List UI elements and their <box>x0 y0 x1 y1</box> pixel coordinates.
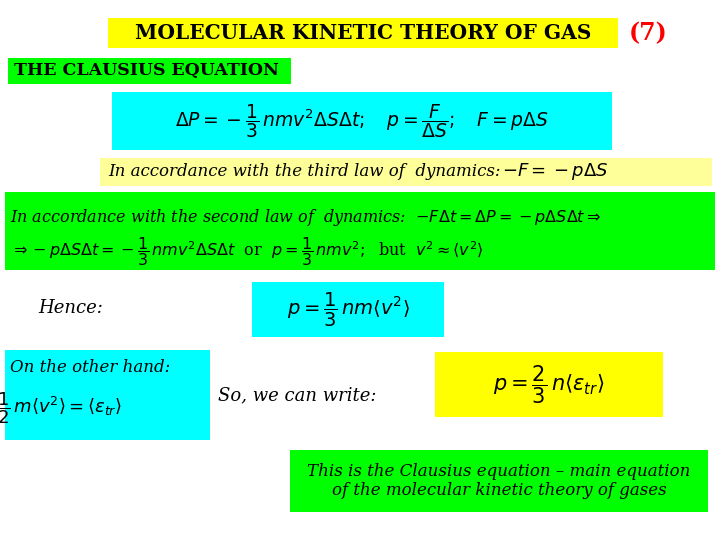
Text: In accordance with the second law of  dynamics:  $-F\Delta t = \Delta P = -p\Del: In accordance with the second law of dyn… <box>10 207 601 228</box>
Text: MOLECULAR KINETIC THEORY OF GAS: MOLECULAR KINETIC THEORY OF GAS <box>135 23 591 43</box>
Text: On the other hand:: On the other hand: <box>10 360 170 376</box>
Bar <box>435 352 663 417</box>
Text: $p = \dfrac{2}{3}\,n\langle\varepsilon_{tr}\rangle$: $p = \dfrac{2}{3}\,n\langle\varepsilon_{… <box>493 364 605 406</box>
Bar <box>8 58 291 84</box>
Text: (7): (7) <box>629 21 667 45</box>
Bar <box>100 158 712 186</box>
Bar <box>290 450 708 512</box>
Text: Hence:: Hence: <box>38 299 103 317</box>
Text: $-F = -p\Delta S$: $-F = -p\Delta S$ <box>502 161 608 183</box>
Text: $\Delta P = -\dfrac{1}{3}\,nmv^2\Delta S\Delta t;\quad p = \dfrac{F}{\Delta S};\: $\Delta P = -\dfrac{1}{3}\,nmv^2\Delta S… <box>175 102 549 140</box>
Text: THE CLAUSIUS EQUATION: THE CLAUSIUS EQUATION <box>14 63 279 79</box>
Text: $p = \dfrac{1}{3}\,nm\langle v^2\rangle$: $p = \dfrac{1}{3}\,nm\langle v^2\rangle$ <box>287 291 410 329</box>
Bar <box>108 18 618 48</box>
Bar <box>5 192 715 270</box>
Bar <box>252 282 444 337</box>
Text: $\dfrac{1}{2}\,m\langle v^2\rangle = \langle\varepsilon_{tr}\rangle$: $\dfrac{1}{2}\,m\langle v^2\rangle = \la… <box>0 390 122 426</box>
Text: In accordance with the third law of  dynamics:: In accordance with the third law of dyna… <box>108 164 500 180</box>
Bar <box>5 350 210 440</box>
Text: $\Rightarrow -p\Delta S\Delta t = -\dfrac{1}{3}\,nmv^2\Delta S\Delta t$  or  $p : $\Rightarrow -p\Delta S\Delta t = -\dfra… <box>10 235 483 268</box>
Bar <box>112 92 612 150</box>
Text: So, we can write:: So, we can write: <box>218 386 377 404</box>
Text: This is the Clausius equation – main equation
of the molecular kinetic theory of: This is the Clausius equation – main equ… <box>307 463 690 500</box>
